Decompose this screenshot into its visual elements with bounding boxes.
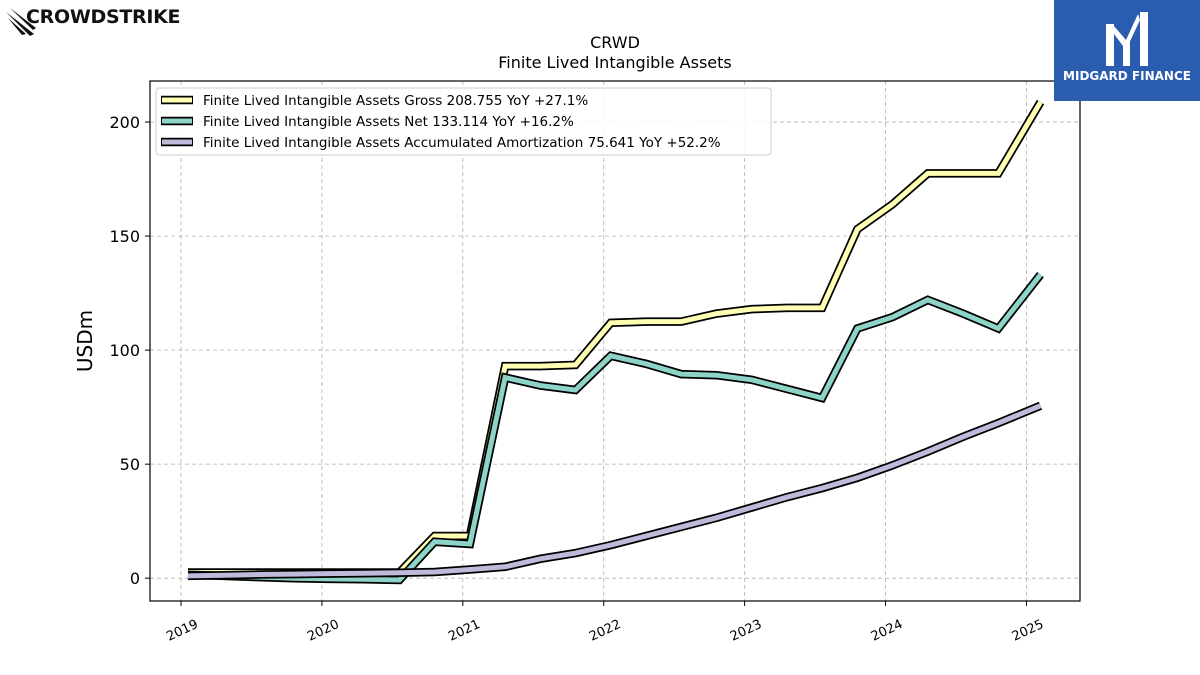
- legend-label-0: Finite Lived Intangible Assets Gross 208…: [203, 93, 588, 109]
- y-tick-label: 0: [130, 569, 140, 588]
- y-axis-label: USDm: [73, 310, 97, 372]
- series-lines: [187, 99, 1045, 585]
- chart-subtitle: Finite Lived Intangible Assets: [498, 53, 731, 72]
- legend: Finite Lived Intangible Assets Gross 208…: [155, 87, 772, 156]
- y-tick-label: 150: [109, 227, 140, 246]
- y-tick-label: 50: [120, 455, 140, 474]
- y-ticks: 0 50 100 150 200: [109, 113, 150, 588]
- x-tick-label: 2020: [305, 617, 341, 645]
- crowdstrike-logo: CROWDSTRIKE: [4, 4, 181, 40]
- series-outline-0: [188, 99, 1045, 577]
- x-tick-label: 2023: [728, 617, 764, 645]
- series-line-2: [187, 403, 1042, 579]
- plot-frame: [149, 80, 1081, 602]
- series-outline-2: [187, 401, 1043, 581]
- x-tick-label: 2025: [1010, 617, 1046, 645]
- y-tick-label: 200: [109, 113, 140, 132]
- x-tick-label: 2022: [587, 617, 623, 645]
- series-line-0: [188, 100, 1043, 575]
- x-ticks: 2019 2020 2021 2022 2023 2024 2025: [164, 601, 1046, 645]
- legend-label-2: Finite Lived Intangible Assets Accumulat…: [203, 135, 721, 151]
- midgard-wordmark: MIDGARD FINANCE: [1063, 69, 1191, 83]
- legend-box: [155, 87, 772, 156]
- x-tick-label: 2024: [869, 617, 905, 645]
- x-tick-label: 2019: [164, 617, 200, 645]
- midgard-finance-logo: MIDGARD FINANCE: [1054, 0, 1200, 101]
- chart-title: CRWD: [590, 33, 640, 52]
- falcon-icon: [6, 8, 36, 36]
- series-line-1: [187, 273, 1043, 583]
- midgard-emblem-icon: [1106, 12, 1148, 66]
- y-tick-label: 100: [109, 341, 140, 360]
- crowdstrike-wordmark: CROWDSTRIKE: [26, 6, 181, 28]
- x-tick-label: 2021: [446, 617, 482, 645]
- grid: [150, 81, 1080, 601]
- legend-label-1: Finite Lived Intangible Assets Net 133.1…: [203, 114, 574, 130]
